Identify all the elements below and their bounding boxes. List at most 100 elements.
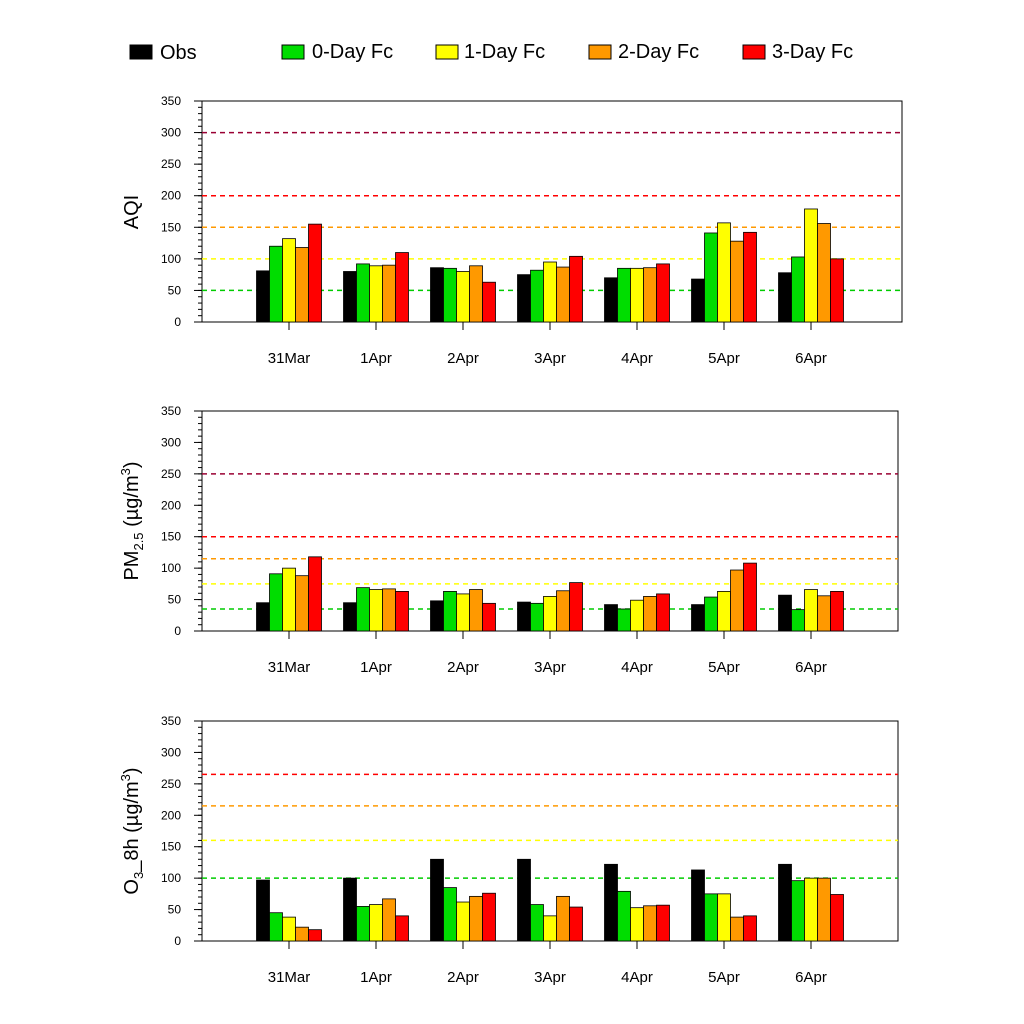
bar-1-day-fc-31mar xyxy=(282,238,296,323)
bar-3-day-fc-4apr xyxy=(656,263,670,323)
legend-swatch-2-day-fc xyxy=(588,44,612,60)
bar-1-day-fc-4apr xyxy=(630,267,644,323)
bar-1-day-fc-1apr xyxy=(369,265,383,323)
bar-obs-3apr xyxy=(517,274,531,323)
bar-obs-2apr xyxy=(430,858,444,942)
y-tick-label: 0 xyxy=(174,934,181,948)
x-tick-label-1apr: 1Apr xyxy=(360,969,392,986)
bar-1-day-fc-5apr xyxy=(717,591,731,632)
bar-1-day-fc-2apr xyxy=(456,901,470,942)
bar-3-day-fc-5apr xyxy=(743,231,757,323)
x-tick-label-2apr: 2Apr xyxy=(447,969,479,986)
bar-0-day-fc-31mar xyxy=(269,573,283,632)
bar-3-day-fc-1apr xyxy=(395,591,409,632)
bar-2-day-fc-6apr xyxy=(817,595,831,632)
bar-0-day-fc-1apr xyxy=(356,587,370,632)
bar-0-day-fc-5apr xyxy=(704,232,718,323)
y-tick-label: 50 xyxy=(168,593,182,607)
bar-0-day-fc-31mar xyxy=(269,245,283,323)
bar-1-day-fc-3apr xyxy=(543,596,557,632)
bar-2-day-fc-5apr xyxy=(730,240,744,323)
panel-o3-8h: O3_8h (µg/m3) 0 50 100 150 200 250 300 350 31Mar… xyxy=(118,714,899,986)
x-tick-label-1apr: 1Apr xyxy=(360,350,392,367)
bar-obs-31mar xyxy=(256,602,270,632)
x-tick-label-4apr: 4Apr xyxy=(621,969,653,986)
bar-2-day-fc-3apr xyxy=(556,590,570,632)
bar-1-day-fc-2apr xyxy=(456,271,470,323)
bar-1-day-fc-4apr xyxy=(630,599,644,632)
legend-label-2-day-fc: 2-Day Fc xyxy=(618,41,699,63)
y-tick-label: 200 xyxy=(161,189,181,203)
y-tick-label: 0 xyxy=(174,624,181,638)
bar-3-day-fc-6apr xyxy=(830,258,844,323)
legend-swatch-3-day-fc xyxy=(742,44,766,60)
bar-obs-5apr xyxy=(691,604,705,632)
bar-3-day-fc-31mar xyxy=(308,929,322,942)
y-axis-title-aqi: AQI xyxy=(121,195,143,229)
y-tick-label: 350 xyxy=(161,94,181,108)
bar-1-day-fc-3apr xyxy=(543,261,557,323)
bar-2-day-fc-3apr xyxy=(556,895,570,942)
bar-obs-2apr xyxy=(430,600,444,632)
y-tick-label: 350 xyxy=(161,714,181,728)
x-tick-label-6apr: 6Apr xyxy=(795,659,827,676)
legend-label-3-day-fc: 3-Day Fc xyxy=(772,41,853,63)
bar-2-day-fc-31mar xyxy=(295,575,309,632)
bar-1-day-fc-2apr xyxy=(456,593,470,632)
bar-3-day-fc-6apr xyxy=(830,894,844,942)
bar-2-day-fc-6apr xyxy=(817,223,831,323)
bar-obs-4apr xyxy=(604,863,618,942)
y-tick-label: 100 xyxy=(161,871,181,885)
x-tick-label-31mar: 31Mar xyxy=(268,659,311,676)
bar-3-day-fc-1apr xyxy=(395,252,409,323)
bar-0-day-fc-6apr xyxy=(791,880,805,942)
bar-obs-4apr xyxy=(604,277,618,323)
bar-1-day-fc-4apr xyxy=(630,907,644,942)
bar-0-day-fc-1apr xyxy=(356,906,370,942)
bar-3-day-fc-2apr xyxy=(482,602,496,632)
bar-0-day-fc-2apr xyxy=(443,887,457,942)
bar-1-day-fc-5apr xyxy=(717,893,731,942)
bar-0-day-fc-3apr xyxy=(530,602,544,632)
x-tick-label-5apr: 5Apr xyxy=(708,659,740,676)
bar-obs-6apr xyxy=(778,863,792,942)
y-tick-label: 150 xyxy=(161,840,181,854)
bar-1-day-fc-1apr xyxy=(369,589,383,632)
legend-item-0-day-fc: 0-Day Fc xyxy=(281,41,393,63)
bar-3-day-fc-31mar xyxy=(308,223,322,323)
bar-3-day-fc-3apr xyxy=(569,582,583,632)
legend-label-0-day-fc: 0-Day Fc xyxy=(312,41,393,63)
bar-0-day-fc-5apr xyxy=(704,893,718,942)
bar-0-day-fc-2apr xyxy=(443,267,457,323)
bar-3-day-fc-31mar xyxy=(308,556,322,632)
y-tick-label: 50 xyxy=(168,903,182,917)
y-tick-label: 200 xyxy=(161,498,181,512)
bar-3-day-fc-1apr xyxy=(395,915,409,942)
bar-0-day-fc-4apr xyxy=(617,890,631,942)
bar-2-day-fc-2apr xyxy=(469,895,483,942)
bar-3-day-fc-6apr xyxy=(830,591,844,632)
bar-obs-1apr xyxy=(343,271,357,323)
bar-2-day-fc-1apr xyxy=(382,898,396,942)
y-axis-title-o3-8h: O3_8h (µg/m3) xyxy=(118,767,146,894)
y-tick-label: 150 xyxy=(161,530,181,544)
y-tick-label: 250 xyxy=(161,157,181,171)
bar-obs-1apr xyxy=(343,877,357,942)
x-tick-label-3apr: 3Apr xyxy=(534,659,566,676)
y-axis-title-pm25: PM2.5 (µg/m3) xyxy=(118,461,146,580)
y-tick-label: 0 xyxy=(174,315,181,329)
x-tick-label-2apr: 2Apr xyxy=(447,350,479,367)
y-tick-label: 100 xyxy=(161,561,181,575)
x-tick-label-6apr: 6Apr xyxy=(795,350,827,367)
bar-obs-4apr xyxy=(604,604,618,632)
bar-obs-6apr xyxy=(778,272,792,323)
bar-obs-3apr xyxy=(517,858,531,942)
legend: Obs 0-Day Fc 1-Day Fc 2-Day Fc 3-Day Fc xyxy=(129,41,853,64)
legend-item-1-day-fc: 1-Day Fc xyxy=(435,41,545,63)
bar-0-day-fc-4apr xyxy=(617,267,631,323)
bar-obs-5apr xyxy=(691,869,705,942)
y-tick-label: 50 xyxy=(168,283,182,297)
bar-obs-31mar xyxy=(256,879,270,942)
bar-3-day-fc-5apr xyxy=(743,915,757,942)
bar-1-day-fc-31mar xyxy=(282,916,296,942)
